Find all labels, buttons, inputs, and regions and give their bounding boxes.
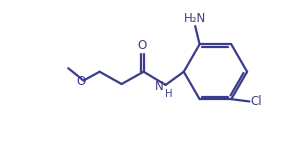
Text: N: N (155, 80, 163, 93)
Text: H₂N: H₂N (184, 12, 206, 25)
Text: O: O (77, 75, 86, 88)
Text: Cl: Cl (251, 95, 262, 108)
Text: H: H (165, 89, 173, 99)
Text: O: O (138, 39, 147, 52)
